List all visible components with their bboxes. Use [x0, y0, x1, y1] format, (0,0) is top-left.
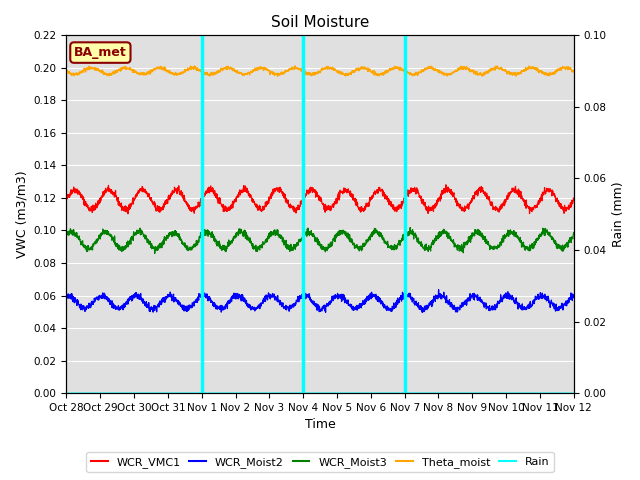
WCR_Moist2: [346, 302, 353, 308]
Theta_moist: [468, 68, 476, 73]
Rain: [570, 390, 577, 396]
Theta_moist: [346, 70, 354, 76]
WCR_VMC1: [335, 192, 342, 198]
WCR_VMC1: [540, 190, 547, 195]
Rain: [525, 390, 532, 396]
WCR_VMC1: [204, 185, 212, 191]
X-axis label: Time: Time: [305, 419, 335, 432]
WCR_VMC1: [346, 190, 353, 195]
WCR_Moist3: [204, 233, 212, 239]
Line: WCR_VMC1: WCR_VMC1: [67, 185, 573, 214]
WCR_Moist3: [335, 230, 342, 236]
WCR_Moist2: [63, 290, 70, 296]
WCR_Moist3: [468, 235, 476, 241]
Line: WCR_Moist3: WCR_Moist3: [67, 228, 573, 253]
WCR_Moist2: [435, 287, 442, 293]
Line: Theta_moist: Theta_moist: [67, 66, 573, 76]
WCR_Moist3: [346, 232, 353, 238]
Theta_moist: [525, 66, 533, 72]
Y-axis label: Rain (mm): Rain (mm): [612, 181, 625, 247]
Rain: [63, 390, 70, 396]
WCR_VMC1: [124, 211, 132, 216]
WCR_Moist2: [335, 294, 342, 300]
WCR_Moist2: [204, 298, 212, 303]
WCR_Moist2: [570, 295, 577, 300]
Text: BA_met: BA_met: [74, 46, 127, 59]
Rain: [467, 390, 475, 396]
Theta_moist: [335, 70, 342, 75]
WCR_VMC1: [525, 205, 533, 211]
Rain: [539, 390, 547, 396]
Line: WCR_Moist2: WCR_Moist2: [67, 290, 573, 312]
WCR_Moist2: [540, 293, 547, 299]
Theta_moist: [63, 68, 70, 74]
WCR_VMC1: [468, 200, 476, 205]
Theta_moist: [274, 73, 282, 79]
WCR_Moist2: [525, 301, 533, 307]
Theta_moist: [291, 63, 299, 69]
WCR_Moist3: [63, 234, 70, 240]
Theta_moist: [570, 69, 577, 75]
WCR_VMC1: [63, 196, 70, 202]
Rain: [204, 390, 212, 396]
WCR_VMC1: [442, 182, 450, 188]
WCR_VMC1: [570, 196, 577, 202]
Rain: [346, 390, 353, 396]
WCR_Moist3: [570, 230, 577, 236]
Theta_moist: [540, 71, 547, 76]
WCR_Moist3: [151, 251, 159, 256]
WCR_Moist3: [406, 225, 414, 230]
WCR_Moist2: [322, 310, 330, 315]
Theta_moist: [204, 72, 212, 78]
Title: Soil Moisture: Soil Moisture: [271, 15, 369, 30]
WCR_Moist2: [468, 292, 476, 298]
WCR_Moist3: [525, 248, 533, 254]
Y-axis label: VWC (m3/m3): VWC (m3/m3): [15, 170, 28, 258]
Rain: [335, 390, 342, 396]
WCR_Moist3: [540, 230, 547, 236]
Legend: WCR_VMC1, WCR_Moist2, WCR_Moist3, Theta_moist, Rain: WCR_VMC1, WCR_Moist2, WCR_Moist3, Theta_…: [86, 452, 554, 472]
